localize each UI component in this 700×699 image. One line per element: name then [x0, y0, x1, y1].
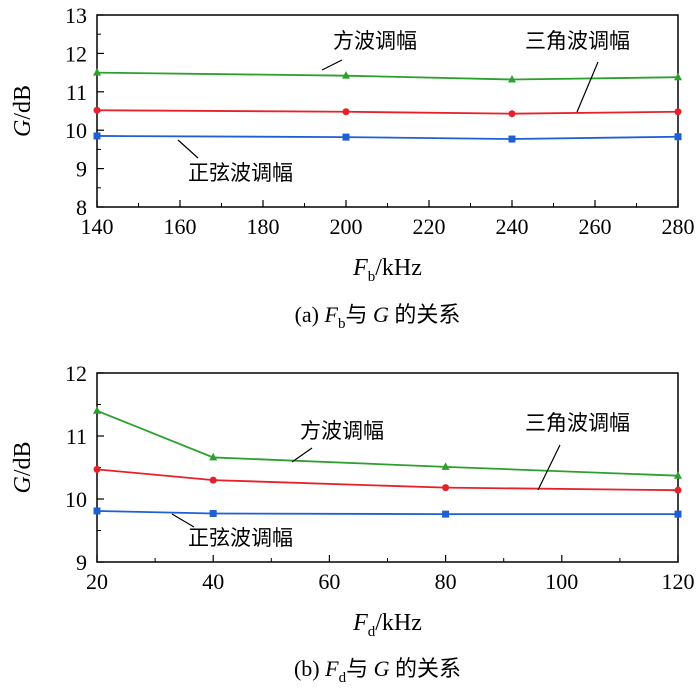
data-point-square [508, 135, 516, 143]
x-tick-label: 120 [662, 569, 695, 594]
y-axis-title-var: G [10, 476, 36, 493]
caption-subscript: d [339, 670, 347, 686]
y-tick-label: 11 [66, 80, 87, 105]
data-point-circle [209, 476, 217, 484]
y-tick-label: 10 [65, 118, 87, 143]
series-label: 三角波调幅 [525, 411, 630, 435]
panel-caption: (b) Fd与 G 的关系 [294, 656, 461, 686]
data-point-circle [674, 108, 682, 116]
x-tick-label: 60 [318, 569, 340, 594]
x-axis-title-unit: /kHz [375, 610, 422, 636]
data-point-square [442, 510, 450, 518]
plot-frame [96, 372, 679, 563]
series-line-square [96, 510, 678, 516]
x-axis-title: Fb/kHz [352, 255, 422, 285]
series-label: 方波调幅 [300, 419, 384, 443]
data-point-circle [342, 108, 350, 116]
y-tick-label: 8 [76, 195, 87, 220]
y-tick-label: 13 [65, 3, 87, 28]
series-leader-line [321, 59, 343, 71]
caption-prefix: (b) [294, 656, 325, 681]
series-line-circle [96, 109, 679, 115]
caption-var: F [324, 302, 339, 327]
series-line-triangle [96, 409, 679, 477]
data-point-triangle [674, 72, 682, 81]
data-point-triangle [93, 68, 101, 76]
x-axis-title-var: F [352, 610, 368, 636]
y-tick-label: 11 [66, 424, 87, 449]
y-axis-title-var: G [10, 120, 36, 137]
series-line-triangle [96, 71, 679, 81]
x-tick-label: 100 [545, 569, 578, 594]
data-point-circle [442, 484, 450, 492]
series-label: 三角波调幅 [525, 29, 630, 53]
x-axis-title: Fd/kHz [352, 610, 422, 640]
x-tick-label: 80 [435, 569, 457, 594]
caption-var: F [324, 656, 339, 681]
data-point-square [674, 510, 682, 518]
panel-caption: (a) Fb与 G 的关系 [295, 302, 461, 332]
x-tick-label: 160 [164, 214, 197, 239]
series-leader-line [291, 447, 313, 463]
caption-prefix: (a) [295, 302, 325, 327]
data-point-circle [93, 106, 101, 114]
y-axis-title-unit: /dB [10, 85, 36, 120]
data-point-circle [674, 486, 682, 494]
data-point-triangle [342, 71, 350, 79]
x-axis-title-subscript: d [368, 624, 376, 640]
x-tick-label: 220 [413, 214, 446, 239]
x-axis-title-unit: /kHz [375, 255, 422, 281]
y-tick-label: 9 [76, 157, 87, 182]
x-axis-title-subscript: b [368, 269, 376, 285]
data-point-square [342, 133, 350, 141]
caption-g: G [373, 302, 389, 327]
data-point-circle [93, 465, 101, 473]
chart-panel-b: 20 40 60 80 100 120 9 10 11 12 G/dB Fd/kHz (b) Fd与 G… [10, 361, 695, 686]
series-leader-line [171, 513, 195, 528]
y-axis-title: G/dB [10, 85, 36, 137]
x-tick-label: 260 [579, 214, 612, 239]
series-leader-line [576, 61, 599, 113]
x-tick-label: 20 [86, 569, 108, 594]
y-tick-label: 12 [65, 41, 87, 66]
x-tick-label: 140 [81, 214, 114, 239]
data-point-triangle [508, 75, 516, 83]
x-tick-label: 40 [202, 569, 224, 594]
caption-g: G [374, 656, 390, 681]
series-leader-line [177, 139, 199, 159]
y-tick-label: 12 [65, 361, 87, 386]
x-tick-label: 240 [496, 214, 529, 239]
chart-panel-a: 140 160 180 200 220 240 260 280 8 9 10 11 12 13 G/dB Fb… [10, 3, 695, 332]
y-axis-title: G/dB [10, 441, 36, 493]
series-leader-line [537, 444, 561, 491]
y-tick-label: 10 [65, 487, 87, 512]
data-point-circle [508, 110, 516, 118]
caption-mid: 与 [346, 656, 374, 681]
x-tick-label: 200 [330, 214, 363, 239]
data-point-square [93, 507, 101, 515]
x-tick-label: 180 [247, 214, 280, 239]
data-point-triangle [93, 406, 101, 414]
series-line-circle [96, 468, 679, 492]
caption-rest: 的关系 [390, 656, 462, 681]
series-label: 正弦波调幅 [188, 526, 293, 550]
y-tick-label: 9 [76, 550, 87, 575]
data-point-triangle [674, 471, 682, 479]
data-point-square [93, 132, 101, 140]
series-line-square [96, 135, 679, 140]
caption-rest: 的关系 [389, 302, 461, 327]
data-point-square [209, 509, 217, 517]
y-axis-title-unit: /dB [10, 441, 36, 476]
caption-mid: 与 [345, 302, 373, 327]
caption-subscript: b [338, 316, 346, 332]
data-point-triangle [441, 462, 450, 470]
series-label: 方波调幅 [333, 29, 417, 53]
x-axis-title-var: F [352, 255, 368, 281]
series-label: 正弦波调幅 [188, 161, 293, 185]
data-point-triangle [209, 452, 218, 461]
x-tick-label: 280 [662, 214, 695, 239]
data-point-square [674, 133, 682, 141]
